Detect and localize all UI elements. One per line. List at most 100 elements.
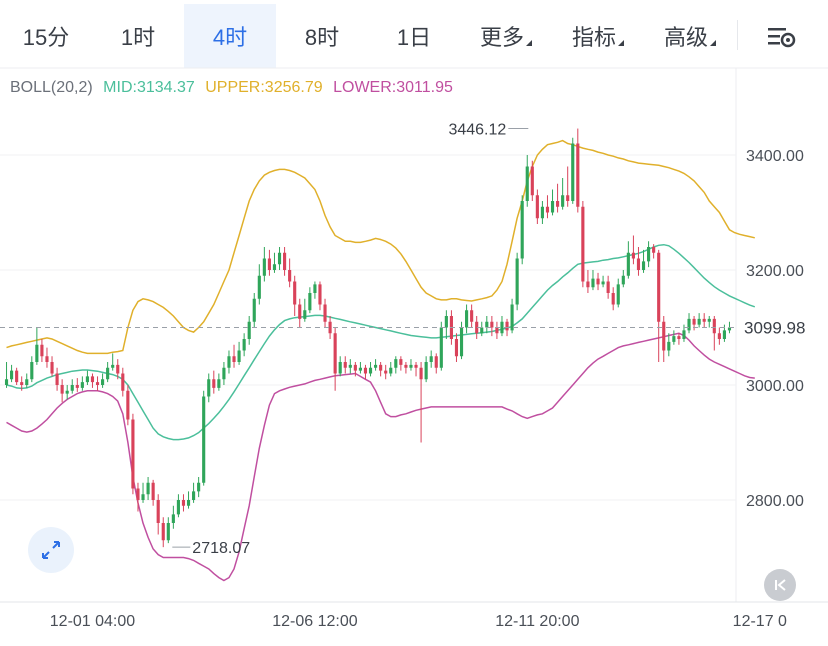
candle-body [591, 278, 595, 288]
x-tick-label: 12-06 12:00 [272, 613, 358, 630]
candle-body [217, 379, 221, 388]
candle-body [55, 373, 59, 385]
candle-body [581, 206, 585, 282]
candle-body [95, 382, 100, 385]
expand-button[interactable] [28, 527, 74, 573]
candle-body [121, 373, 125, 391]
candle-body [35, 344, 39, 362]
candle-body [500, 321, 504, 334]
candle-body [571, 143, 575, 201]
candle-body [561, 195, 565, 207]
candle-body [636, 258, 641, 270]
candle-body [90, 376, 95, 383]
current-price-box [737, 313, 828, 342]
rewind-button[interactable] [764, 569, 796, 601]
candle-body [702, 318, 706, 322]
dropdown-caret-icon [710, 40, 716, 46]
candle-body [151, 482, 155, 500]
candle-body [444, 316, 448, 328]
candle-body [530, 166, 534, 196]
boll-line-lower [6, 332, 755, 582]
candle-body [181, 500, 186, 506]
candle-body [141, 494, 145, 500]
candle-body [343, 362, 347, 368]
candle-body [227, 356, 231, 368]
tab-label: 更多 [479, 25, 524, 50]
dropdown-caret-icon [618, 40, 624, 46]
candle-body [232, 356, 236, 362]
candle-body [662, 321, 666, 351]
candle-body [192, 491, 196, 500]
candle-body [434, 356, 438, 368]
tab-5[interactable]: 更多 [460, 4, 552, 68]
candle-body [641, 261, 646, 270]
candle-body [626, 252, 630, 276]
candle-body [621, 275, 625, 285]
candle-body [379, 364, 383, 371]
candle-body [707, 318, 711, 322]
candle-body [672, 336, 676, 342]
candle-body [727, 327, 732, 331]
tab-label: 8时 [304, 25, 340, 50]
candle-body [303, 310, 307, 319]
candle-body [176, 500, 180, 515]
current-price-label: 3099.98 [744, 319, 805, 338]
candle-body [333, 333, 337, 374]
candle-body [242, 339, 246, 351]
tab-4[interactable]: 1日 [368, 4, 460, 68]
tab-6[interactable]: 指标 [552, 4, 644, 68]
tab-1[interactable]: 1时 [92, 4, 184, 68]
boll-line-mid [6, 243, 756, 441]
candle-body [475, 321, 479, 334]
boll-upper: UPPER:3256.79 [205, 79, 323, 96]
candle-body [505, 321, 509, 331]
tab-label: 1时 [120, 25, 156, 50]
candle-body [647, 247, 651, 262]
candle-body [111, 364, 115, 368]
candle-body [10, 370, 14, 380]
candle-body [161, 523, 165, 541]
candle-body [45, 356, 49, 362]
candle-body [25, 379, 29, 385]
tab-0[interactable]: 15分 [0, 4, 92, 68]
candle-body [556, 201, 560, 207]
tab-7[interactable]: 高级 [644, 4, 736, 68]
candle-body [40, 344, 44, 357]
candle-body [50, 362, 54, 374]
tab-label: 指标 [571, 25, 616, 50]
candle-body [465, 310, 469, 328]
tab-divider [737, 20, 738, 50]
candle-body [237, 350, 241, 362]
candle-body [677, 336, 681, 339]
candle-body [212, 379, 216, 388]
candle-body [197, 482, 201, 492]
candle-body [485, 321, 489, 328]
candle-body [510, 304, 514, 331]
settings-icon[interactable] [766, 24, 798, 52]
candle-body [257, 275, 261, 299]
candle-body [298, 304, 302, 319]
candle-body [515, 258, 519, 305]
tab-2[interactable]: 4时 [184, 4, 276, 68]
tab-label: 4时 [212, 25, 248, 50]
candle-body [384, 370, 388, 374]
candle-body [277, 252, 282, 265]
candle-body [586, 281, 590, 288]
candle-body [409, 364, 413, 368]
candle-body [550, 201, 555, 213]
max-label: 3446.12 [448, 121, 506, 138]
candle-body [60, 385, 64, 394]
candle-body [323, 304, 327, 322]
candle-body [596, 278, 600, 285]
candle-body [293, 281, 297, 305]
candle-body [470, 310, 474, 322]
candle-body [540, 206, 544, 219]
tab-label: 15分 [22, 25, 70, 50]
candle-body [131, 419, 135, 489]
tab-3[interactable]: 8时 [276, 4, 368, 68]
candle-body [429, 356, 433, 362]
y-tick-label: 2800.00 [746, 493, 804, 510]
candle-body [348, 364, 352, 368]
candle-body [20, 382, 24, 385]
